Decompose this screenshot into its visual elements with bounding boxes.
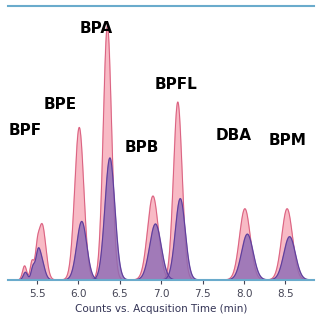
Text: BPB: BPB bbox=[124, 140, 158, 156]
Text: BPE: BPE bbox=[44, 97, 77, 112]
Text: BPF: BPF bbox=[9, 123, 42, 138]
Text: BPM: BPM bbox=[268, 133, 306, 148]
Text: BPFL: BPFL bbox=[155, 77, 197, 92]
Text: BPA: BPA bbox=[80, 21, 113, 36]
X-axis label: Counts vs. Acqusition Time (min): Counts vs. Acqusition Time (min) bbox=[75, 304, 247, 315]
Text: DBA: DBA bbox=[216, 128, 252, 143]
